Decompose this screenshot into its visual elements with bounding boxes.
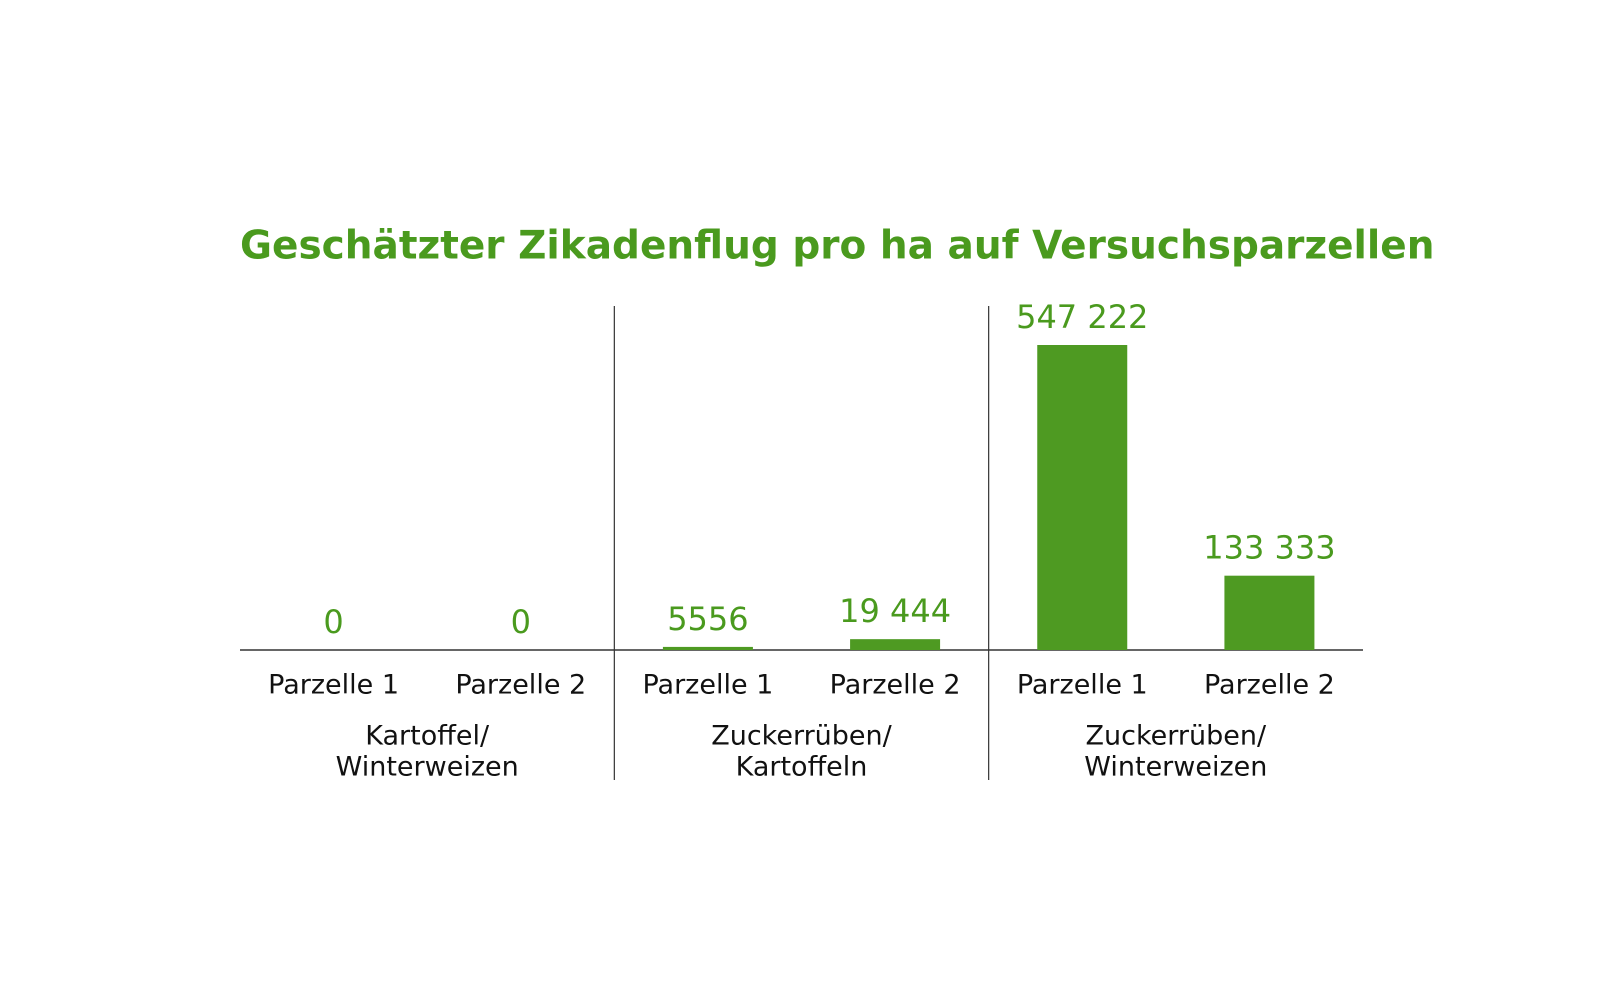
bar <box>662 646 753 650</box>
value-label: 133 333 <box>1203 529 1335 567</box>
value-label: 5556 <box>667 600 748 638</box>
x-tick-label: Parzelle 1 <box>1017 670 1148 701</box>
chart-title: Geschätzter Zikadenflug pro ha auf Versu… <box>240 224 1435 269</box>
x-tick-label: Parzelle 2 <box>830 670 961 701</box>
x-tick-label: Parzelle 1 <box>642 670 773 701</box>
group-label: Kartoffel/ <box>365 721 490 752</box>
x-tick-label: Parzelle 2 <box>1204 670 1335 701</box>
bar <box>850 639 941 650</box>
bar <box>1037 345 1128 650</box>
value-label: 0 <box>511 603 531 641</box>
bar <box>1224 575 1315 650</box>
value-label: 19 444 <box>839 592 951 630</box>
group-label: Zuckerrüben/ <box>1086 721 1267 752</box>
group-label: Winterweizen <box>336 752 519 783</box>
group-label: Zuckerrüben/ <box>711 721 892 752</box>
value-label: 547 222 <box>1016 298 1148 336</box>
value-label: 0 <box>323 603 343 641</box>
x-tick-label: Parzelle 2 <box>455 670 586 701</box>
group-label: Winterweizen <box>1084 752 1267 783</box>
x-tick-label: Parzelle 1 <box>268 670 399 701</box>
group-label: Kartoffeln <box>736 752 868 783</box>
